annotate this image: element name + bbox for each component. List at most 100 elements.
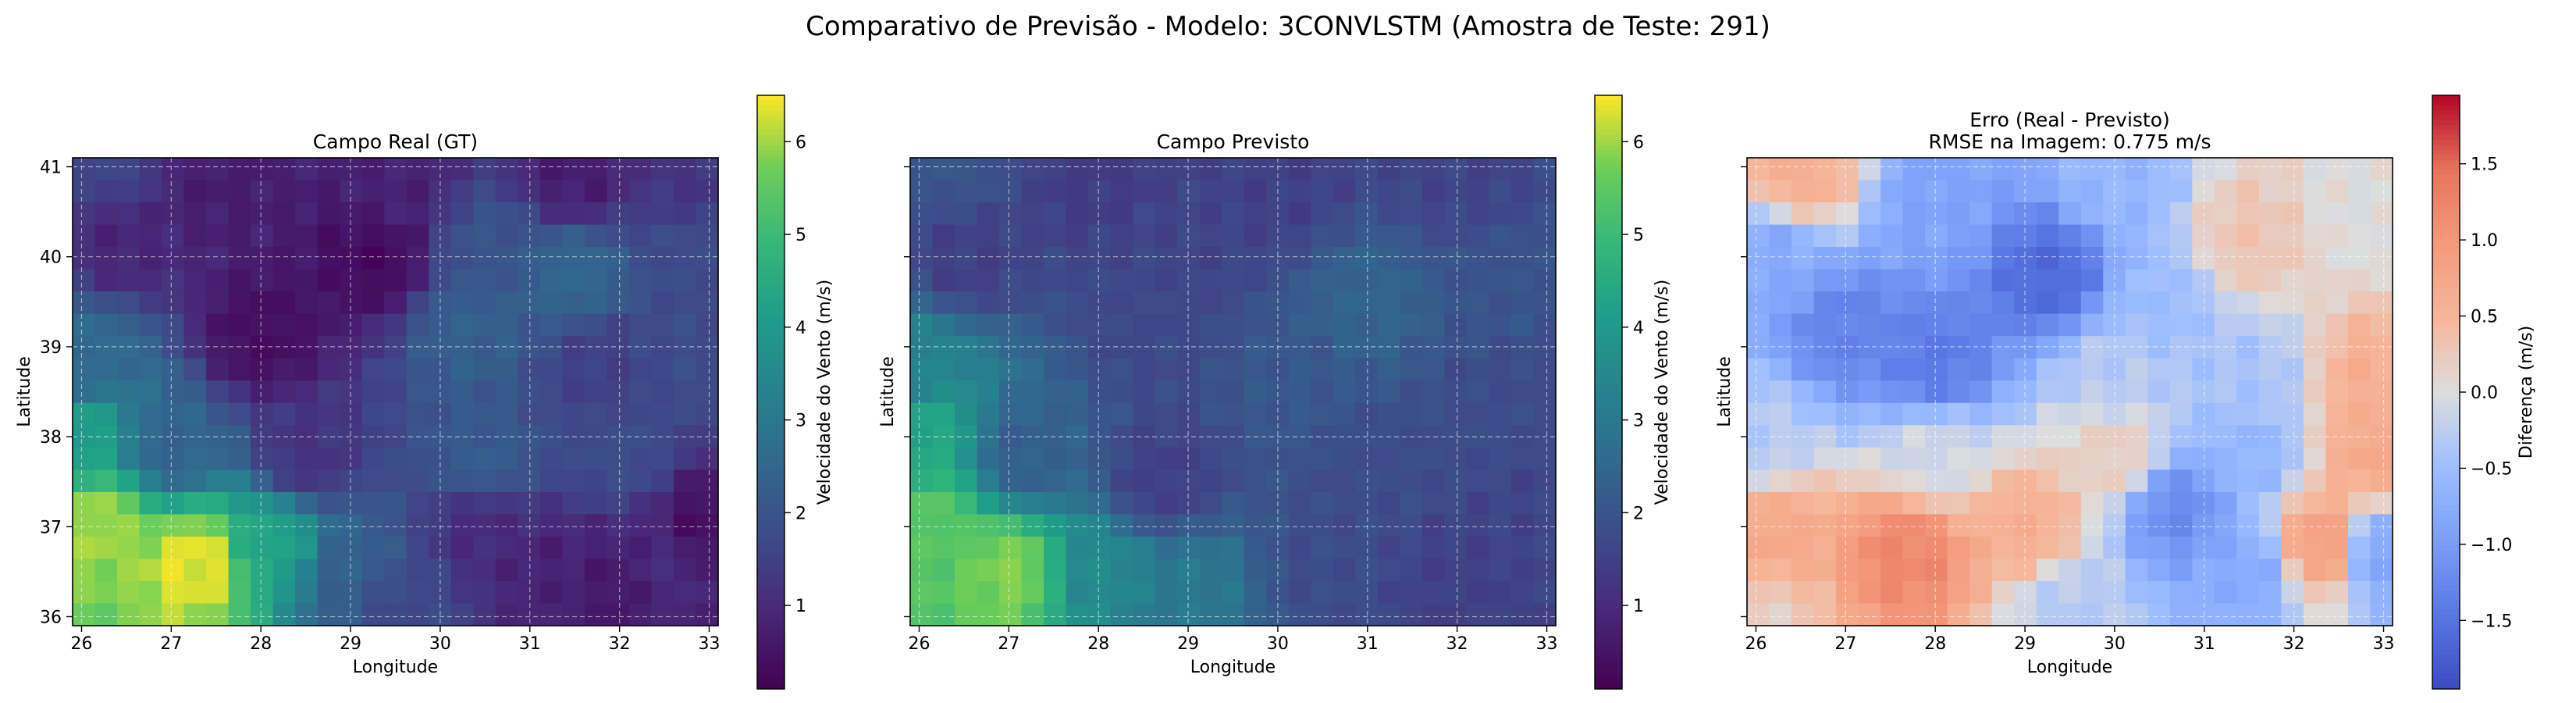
heatmap-cell xyxy=(162,291,185,315)
heatmap-cell xyxy=(1332,313,1356,337)
heatmap-cell xyxy=(2125,180,2148,203)
colorbar-segment xyxy=(2432,372,2460,378)
heatmap-cell xyxy=(955,469,978,493)
colorbar-tick-label: 4 xyxy=(1633,319,1644,338)
heatmap-cell xyxy=(2080,202,2104,226)
heatmap-cell xyxy=(2214,313,2237,337)
heatmap-cell xyxy=(228,291,251,315)
heatmap-cell xyxy=(495,180,518,203)
colorbar-segment xyxy=(1595,253,1622,259)
heatmap-cell xyxy=(384,269,407,292)
heatmap-cell xyxy=(495,491,518,515)
colorbar-segment xyxy=(2432,377,2460,383)
heatmap-cell xyxy=(251,224,274,248)
heatmap-cell xyxy=(1466,402,1490,426)
heatmap-cell xyxy=(473,336,496,359)
heatmap-cell xyxy=(1991,269,2015,292)
heatmap-cell xyxy=(1311,291,1334,315)
chart-panel-1: 26 27 28 29 30 31 32 33363738394041LongitudeLat… xyxy=(15,95,834,690)
heatmap-cell xyxy=(1969,336,1993,359)
heatmap-cell xyxy=(1769,224,1792,248)
heatmap-cell xyxy=(1533,491,1557,515)
heatmap-cell xyxy=(361,202,385,226)
heatmap-cell xyxy=(162,180,185,203)
heatmap-cell xyxy=(910,336,934,359)
heatmap-cell xyxy=(139,358,162,381)
heatmap-cell xyxy=(1400,380,1423,404)
heatmap-cell xyxy=(518,536,541,560)
heatmap-cell xyxy=(1400,313,1423,337)
heatmap-cell xyxy=(1533,180,1557,203)
heatmap-cell xyxy=(1747,291,1770,315)
heatmap-cell xyxy=(2214,603,2237,626)
heatmap-cell xyxy=(1858,425,1881,448)
x-tick-label: 31 xyxy=(1357,634,1379,654)
heatmap-cell xyxy=(932,536,955,560)
heatmap-cell xyxy=(539,269,563,292)
heatmap-cell xyxy=(584,491,608,515)
heatmap-cell xyxy=(139,558,162,582)
colorbar-segment xyxy=(1595,273,1622,279)
colorbar-segment xyxy=(757,530,785,537)
heatmap-cell xyxy=(518,202,541,226)
colorbar-segment xyxy=(2432,516,2460,522)
heatmap-cell xyxy=(1332,536,1356,560)
heatmap-cell xyxy=(1021,180,1044,203)
colorbar-segment xyxy=(1595,491,1622,497)
colorbar-tick-label: 1.0 xyxy=(2471,231,2498,251)
heatmap-cell xyxy=(651,336,674,359)
heatmap-cell xyxy=(1044,402,1067,426)
heatmap-cell xyxy=(2169,491,2193,515)
heatmap-cell xyxy=(117,247,141,270)
heatmap-cell xyxy=(2036,580,2059,605)
heatmap-cell xyxy=(2370,291,2393,315)
heatmap-cell xyxy=(1747,514,1770,537)
heatmap-cell xyxy=(2169,269,2193,292)
colorbar-segment xyxy=(1595,605,1622,611)
colorbar-segment xyxy=(2432,100,2460,106)
heatmap-cell xyxy=(1066,447,1089,470)
heatmap-cell xyxy=(1288,247,1311,270)
colorbar-segment xyxy=(1595,526,1622,531)
heatmap-cell xyxy=(2214,447,2237,470)
colorbar-segment xyxy=(2432,170,2460,175)
heatmap-cell xyxy=(1311,536,1334,560)
heatmap-cell xyxy=(1533,536,1557,560)
heatmap-cell xyxy=(673,402,697,426)
heatmap-cells xyxy=(1747,158,2393,626)
heatmap-cell xyxy=(251,247,274,270)
heatmap-cell xyxy=(1858,536,1881,560)
heatmap-cell xyxy=(117,269,141,292)
heatmap-cell xyxy=(1110,202,1133,226)
colorbar-segment xyxy=(2432,95,2460,101)
heatmap-cell xyxy=(2281,313,2304,337)
heatmap-cell xyxy=(1244,202,1267,226)
heatmap-cell xyxy=(1466,269,1490,292)
heatmap-cell xyxy=(1444,269,1468,292)
colorbar-segment xyxy=(1595,342,1622,348)
heatmap-cell xyxy=(2214,224,2237,248)
heatmap-cell xyxy=(2370,536,2393,560)
heatmap-cell xyxy=(2347,603,2371,626)
panel-title: Campo Real (GT) xyxy=(313,130,478,153)
colorbar-segment xyxy=(1595,134,1622,141)
heatmap-cell xyxy=(2103,380,2126,404)
heatmap-cell xyxy=(1244,580,1267,605)
heatmap-cell xyxy=(1288,514,1311,537)
colorbar-segment xyxy=(1595,174,1622,180)
heatmap-cell xyxy=(450,224,474,248)
heatmap-cell xyxy=(384,158,407,181)
heatmap-cell xyxy=(2214,336,2237,359)
colorbar-segment xyxy=(757,644,785,650)
heatmap-cell xyxy=(406,514,429,537)
heatmap-cell xyxy=(2325,336,2349,359)
heatmap-cell xyxy=(340,469,363,493)
heatmap-cell xyxy=(495,291,518,315)
heatmap-cell xyxy=(2125,380,2148,404)
heatmap-cell xyxy=(1769,202,1792,226)
colorbar-segment xyxy=(757,624,785,630)
heatmap-cell xyxy=(272,358,296,381)
colorbar-segment xyxy=(2432,382,2460,388)
heatmap-cell xyxy=(1969,180,1993,203)
heatmap-cell xyxy=(73,558,96,582)
